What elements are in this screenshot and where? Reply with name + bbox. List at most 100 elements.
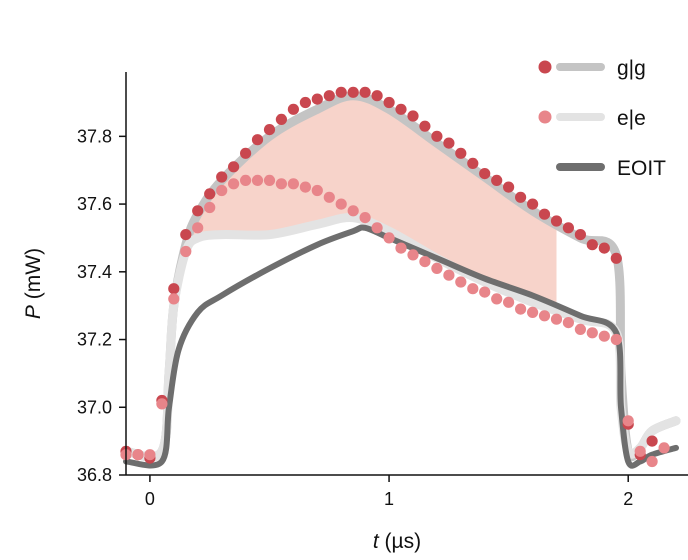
ee-data-point — [658, 442, 670, 454]
y-tick-label: 36.8 — [77, 465, 112, 485]
gg-data-point — [515, 191, 527, 203]
y-axis-label-var: P — [22, 305, 45, 319]
ee-data-point — [383, 232, 395, 244]
gg-data-point — [395, 103, 407, 115]
gg-data-point — [287, 103, 299, 115]
shaded-difference-region — [178, 96, 557, 311]
gg-data-point — [180, 229, 192, 241]
ee-data-point — [287, 178, 299, 190]
ee-data-point — [443, 269, 455, 281]
gg-data-point — [359, 86, 371, 98]
ee-data-point — [263, 174, 276, 186]
gg-data-point — [467, 157, 479, 169]
gg-data-point — [335, 86, 347, 98]
ee-data-point — [395, 242, 407, 254]
gg-data-point — [299, 96, 311, 109]
ee-data-point — [275, 178, 287, 190]
gg-data-point — [479, 168, 491, 180]
ee-data-point — [634, 445, 646, 457]
gg-data-point — [562, 222, 575, 234]
gg-data-point — [574, 229, 587, 241]
ee-data-point — [216, 184, 228, 197]
ee-data-point — [156, 398, 168, 410]
y-axis-label-unit: (mW) — [22, 248, 45, 299]
ee-data-point — [168, 293, 180, 305]
legend-label-eoit: EOIT — [617, 157, 666, 180]
y-tick-label: 37.8 — [77, 126, 112, 146]
ee-data-point — [240, 174, 252, 186]
ee-data-point — [491, 293, 503, 305]
y-tick-label: 37.6 — [77, 194, 112, 214]
ee-data-point — [467, 283, 479, 295]
gg-data-point — [311, 93, 323, 105]
ee-data-point — [192, 222, 204, 234]
ee-data-point — [538, 310, 551, 322]
ee-data-point — [622, 415, 634, 427]
x-axis-label-unit: (µs) — [385, 530, 422, 553]
ee-data-point — [598, 330, 610, 342]
ee-data-point — [455, 276, 467, 288]
gg-data-point — [455, 147, 467, 159]
gg-data-point — [228, 161, 240, 173]
legend-label-gg: g|g — [617, 57, 646, 80]
x-tick-label: 1 — [384, 489, 394, 509]
gg-data-point — [598, 242, 610, 254]
legend-entry-gg: g|g — [538, 57, 646, 80]
gg-data-point — [168, 283, 180, 295]
ee-data-point — [574, 323, 587, 335]
gg-data-point — [323, 90, 335, 102]
gg-data-point — [550, 215, 563, 227]
ee-data-point — [311, 184, 323, 197]
ee-data-point — [431, 262, 443, 274]
gg-data-point — [586, 239, 598, 251]
legend-marker-ee — [538, 110, 552, 124]
ee-data-point — [359, 212, 371, 224]
ee-data-point — [527, 306, 539, 318]
ee-data-point — [515, 303, 527, 315]
gg-data-point — [263, 124, 276, 136]
x-tick-label: 0 — [145, 489, 155, 509]
legend: g|g e|e EOIT — [538, 57, 666, 180]
ee-data-point — [503, 296, 515, 308]
ee-data-point — [407, 249, 419, 261]
gg-data-point — [407, 110, 419, 122]
ee-data-point — [180, 245, 192, 258]
gg-data-point — [347, 86, 359, 98]
ee-data-point — [204, 201, 216, 214]
gg-data-point — [251, 134, 264, 146]
ee-data-point — [144, 449, 156, 461]
ee-data-point — [371, 222, 383, 234]
gg-data-point — [419, 120, 431, 132]
y-tick-label: 37.4 — [77, 262, 112, 282]
gg-data-point — [383, 96, 395, 109]
y-tick-label: 37.0 — [77, 397, 112, 417]
ee-data-point — [347, 205, 359, 217]
gg-data-point — [646, 435, 658, 447]
ee-data-point — [335, 198, 347, 210]
ee-data-point — [610, 333, 622, 346]
ee-data-point — [646, 455, 658, 468]
legend-marker-gg — [538, 60, 552, 74]
ee-data-point — [419, 256, 431, 268]
ee-data-point — [562, 317, 575, 329]
shaded-region-layer — [178, 96, 557, 311]
ee-data-point — [323, 191, 335, 203]
axes-layer: 36.8 37.0 37.2 37.4 37.6 37.8 0 1 2 — [77, 72, 688, 509]
ee-data-point — [251, 174, 264, 186]
gg-data-point — [192, 205, 204, 217]
gg-data-point — [527, 198, 539, 210]
ee-data-point — [132, 449, 144, 461]
gg-data-point — [275, 113, 287, 125]
x-tick-label: 2 — [623, 489, 633, 509]
gg-data-point — [240, 147, 252, 159]
gg-data-point — [538, 208, 551, 220]
gg-data-point — [371, 90, 383, 102]
gg-data-point — [491, 174, 503, 186]
legend-entry-ee: e|e — [538, 107, 646, 130]
series-points-layer — [120, 86, 670, 468]
ee-data-point — [479, 286, 491, 298]
x-axis-label: t (µs) — [373, 530, 421, 553]
gg-data-point — [610, 252, 622, 264]
y-axis-label: P (mW) — [22, 248, 45, 319]
